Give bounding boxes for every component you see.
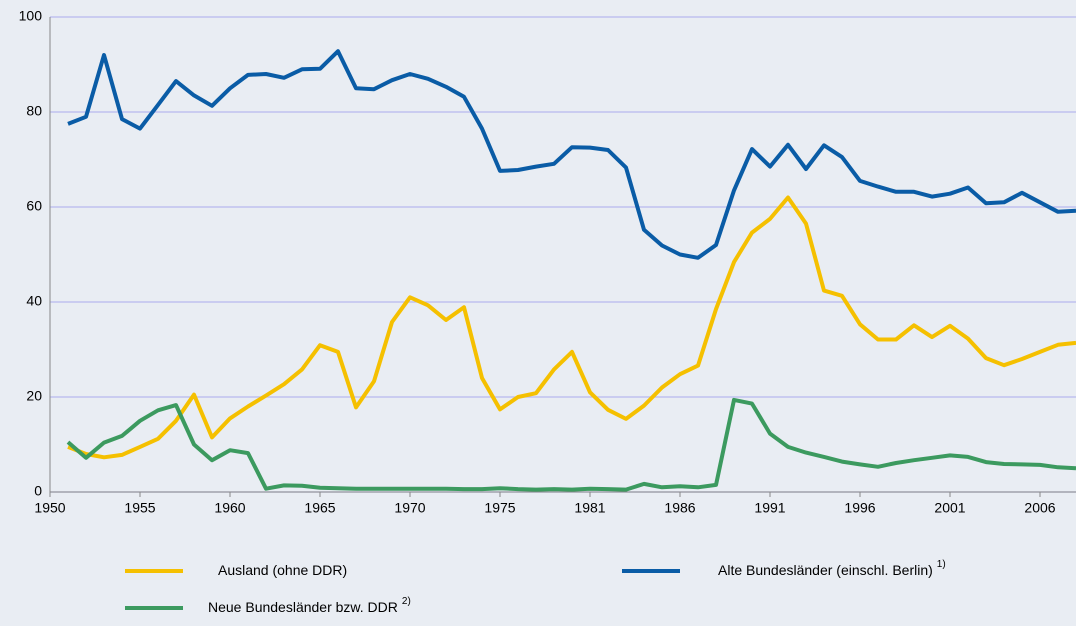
y-tick-label: 20 xyxy=(26,388,42,404)
legend-text: Neue Bundesländer bzw. DDR xyxy=(208,599,398,615)
legend-text: Ausland (ohne DDR) xyxy=(218,562,347,578)
legend-label: Neue Bundesländer bzw. DDR 2) xyxy=(208,596,411,615)
line-series xyxy=(67,195,1076,460)
x-tick-label: 1965 xyxy=(304,500,335,516)
x-tick-label: 1975 xyxy=(484,500,515,516)
legend-text: Alte Bundesländer (einschl. Berlin) xyxy=(718,562,933,578)
y-tick-label: 80 xyxy=(26,103,42,119)
y-tick-label: 40 xyxy=(26,293,42,309)
line-series xyxy=(66,397,1076,492)
x-tick-label: 1970 xyxy=(394,500,425,516)
legend-note: 1) xyxy=(937,559,946,570)
x-tick-label: 1991 xyxy=(754,500,785,516)
y-tick-label: 60 xyxy=(26,198,42,214)
line-series xyxy=(67,49,1076,260)
x-tick-label: 1996 xyxy=(844,500,875,516)
legend-label: Ausland (ohne DDR) xyxy=(218,562,347,578)
y-tick-label: 100 xyxy=(19,8,43,24)
legend-note: 2) xyxy=(402,596,411,607)
x-tick-label: 1950 xyxy=(34,500,65,516)
x-tick-label: 1986 xyxy=(664,500,695,516)
x-tick-label: 2006 xyxy=(1024,500,1055,516)
x-tick-label: 1981 xyxy=(574,500,605,516)
x-tick-label: 1955 xyxy=(124,500,155,516)
x-tick-label: 1960 xyxy=(214,500,245,516)
y-tick-label: 0 xyxy=(34,483,42,499)
legend-label: Alte Bundesländer (einschl. Berlin) 1) xyxy=(718,559,946,578)
x-tick-label: 2001 xyxy=(934,500,965,516)
